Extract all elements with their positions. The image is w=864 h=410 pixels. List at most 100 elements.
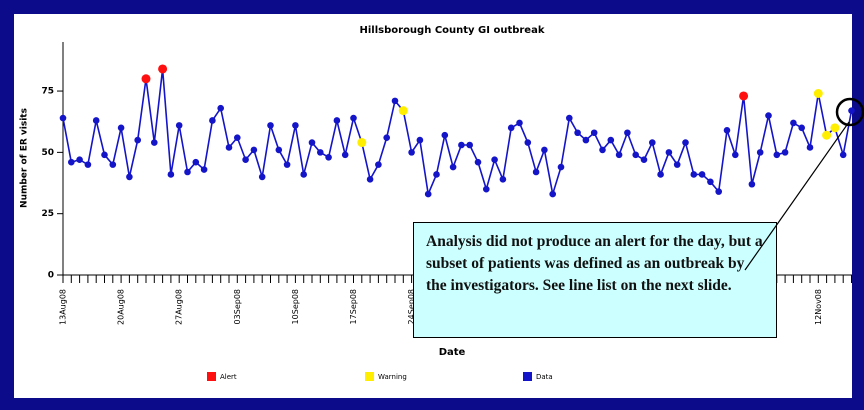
data-point — [292, 122, 299, 129]
data-point — [167, 171, 175, 178]
data-point — [101, 151, 108, 159]
data-point — [325, 153, 332, 161]
data-point — [599, 146, 606, 154]
data-point — [607, 136, 615, 144]
data-point — [341, 151, 349, 159]
data-point — [76, 156, 83, 164]
legend-swatch — [523, 372, 532, 381]
data-point — [408, 149, 415, 156]
data-point — [690, 171, 698, 178]
data-point — [350, 114, 357, 122]
data-point — [333, 117, 341, 124]
flag-point — [739, 91, 749, 101]
data-point — [242, 156, 249, 164]
data-point — [649, 139, 656, 146]
x-tick-label: 17Sep08 — [349, 289, 358, 324]
data-point — [848, 107, 855, 114]
x-tick-label: 03Sep08 — [233, 289, 242, 324]
data-point — [748, 180, 756, 188]
data-point — [524, 139, 532, 146]
data-point — [109, 161, 117, 168]
data-point — [441, 131, 449, 139]
data-point — [541, 146, 548, 154]
x-tick-label: 13Aug08 — [59, 289, 68, 325]
y-axis-label: Number of ER visits — [20, 108, 30, 208]
data-point — [458, 141, 465, 149]
data-point — [184, 168, 191, 176]
data-point — [632, 151, 639, 159]
data-point — [391, 97, 399, 105]
data-point — [59, 114, 67, 122]
data-point — [707, 178, 714, 186]
data-point — [590, 129, 598, 137]
data-point — [516, 119, 523, 127]
data-point — [474, 158, 482, 166]
data-point — [275, 146, 283, 154]
data-point — [209, 117, 216, 124]
x-tick-label: 10Sep08 — [291, 289, 300, 324]
data-point — [151, 139, 158, 146]
data-point — [499, 176, 507, 183]
data-point — [491, 156, 498, 164]
data-point — [416, 136, 424, 144]
data-point — [483, 185, 490, 193]
data-point — [225, 144, 233, 151]
data-point — [698, 171, 706, 178]
data-point — [134, 136, 141, 144]
data-point — [383, 134, 391, 141]
data-point — [557, 163, 565, 171]
data-point — [732, 151, 739, 159]
data-point — [715, 188, 722, 195]
data-point — [175, 122, 183, 129]
plot-background — [14, 14, 852, 398]
data-point — [424, 190, 432, 198]
data-point — [781, 149, 789, 156]
data-point — [126, 173, 133, 181]
data-point — [566, 114, 573, 122]
data-point — [765, 112, 772, 119]
data-point — [673, 161, 681, 168]
data-point — [665, 149, 673, 156]
data-point — [657, 171, 664, 178]
flag-point — [830, 123, 840, 133]
data-point — [366, 176, 374, 183]
data-point — [756, 149, 764, 156]
data-point — [217, 104, 224, 112]
legend-swatch — [365, 372, 374, 381]
flag-point — [813, 89, 823, 99]
flag-point — [357, 138, 367, 148]
data-point — [682, 139, 689, 146]
data-point — [839, 151, 847, 159]
x-tick-label: 27Aug08 — [175, 289, 184, 325]
data-point — [640, 156, 648, 164]
legend-label: Alert — [220, 373, 237, 381]
data-point — [773, 151, 781, 159]
data-point — [258, 173, 266, 181]
data-point — [84, 161, 92, 168]
data-point — [317, 149, 324, 156]
data-point — [449, 163, 457, 171]
data-point — [300, 171, 308, 178]
x-tick-label: 12Nov08 — [814, 289, 823, 325]
data-point — [308, 139, 316, 146]
data-point — [375, 161, 382, 168]
flag-point — [822, 130, 832, 140]
y-tick-label: 50 — [41, 148, 54, 158]
y-tick-label: 75 — [41, 87, 54, 97]
y-tick-label: 0 — [48, 271, 54, 281]
chart-title: Hillsborough County GI outbreak — [360, 25, 545, 36]
data-point — [806, 144, 814, 151]
data-point — [192, 158, 200, 166]
data-point — [283, 161, 291, 168]
flag-point — [141, 74, 151, 84]
data-point — [723, 126, 731, 134]
data-point — [615, 151, 623, 159]
data-point — [507, 124, 515, 132]
data-point — [250, 146, 258, 154]
data-point — [574, 129, 581, 137]
data-point — [532, 168, 540, 176]
data-point — [624, 129, 631, 137]
data-point — [68, 158, 75, 166]
